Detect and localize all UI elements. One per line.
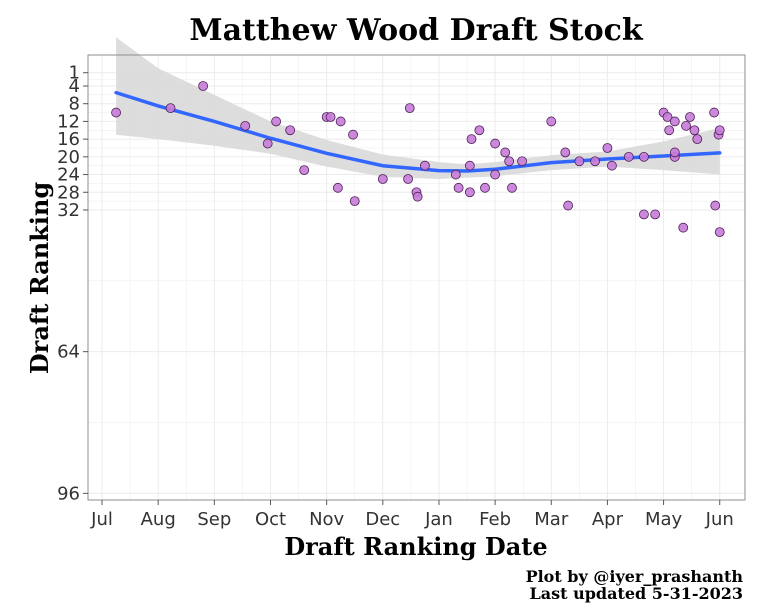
data-point [332, 182, 343, 193]
x-axis-title: Draft Ranking Date [284, 532, 547, 561]
plot-panel [87, 37, 746, 501]
data-point [464, 160, 475, 171]
data-point [560, 147, 571, 158]
y-tick-label: 12 [57, 111, 80, 132]
data-point [563, 200, 574, 211]
data-point [710, 200, 721, 211]
data-point [165, 103, 176, 114]
x-tick-label: Sep [197, 509, 231, 530]
data-point [689, 125, 700, 136]
data-point [623, 151, 634, 162]
data-point [285, 125, 296, 136]
data-point [669, 116, 680, 127]
data-point [325, 112, 336, 122]
data-point [466, 134, 477, 145]
data-point [678, 222, 689, 233]
y-tick-label: 28 [57, 182, 80, 203]
data-point [546, 116, 557, 127]
data-point [403, 174, 413, 184]
trend-line [114, 90, 722, 173]
data-point [504, 156, 515, 167]
y-tick-label: 20 [57, 147, 80, 168]
data-point [669, 147, 680, 158]
data-point [490, 138, 501, 149]
x-tick-label: May [645, 509, 683, 530]
data-point [271, 116, 282, 127]
data-point [664, 125, 675, 136]
x-tick-label: Jan [424, 509, 453, 530]
x-tick-label: Oct [255, 509, 286, 530]
data-point [480, 182, 490, 193]
data-point [650, 209, 661, 220]
x-tick-label: Mar [534, 509, 569, 530]
caption-updated: Last updated 5-31-2023 [530, 584, 744, 603]
y-tick-label: 8 [69, 94, 80, 115]
data-point [685, 112, 695, 122]
data-point [590, 156, 600, 167]
x-tick-label: Apr [592, 509, 624, 530]
x-tick-label: Nov [309, 509, 344, 530]
y-tick-label: 4 [69, 76, 80, 97]
data-point [692, 134, 703, 145]
data-point [490, 169, 501, 180]
y-tick-label: 32 [57, 200, 80, 221]
y-tick-label: 16 [57, 129, 80, 150]
panel-border [87, 54, 746, 501]
data-point [602, 143, 613, 153]
data-point [500, 147, 511, 158]
y-tick-label: 96 [57, 483, 80, 504]
data-point [412, 191, 423, 202]
data-point [240, 120, 251, 131]
data-point [198, 81, 209, 91]
data-point [111, 107, 121, 118]
x-tick-label: Jul [90, 509, 113, 530]
x-tick-label: Jun [705, 509, 734, 530]
data-point [714, 125, 725, 136]
y-tick-label: 1 [69, 63, 80, 84]
data-point [714, 227, 725, 238]
data-point [662, 112, 673, 122]
data-point [639, 151, 649, 162]
data-point [464, 187, 475, 198]
data-point [681, 120, 691, 131]
data-point [709, 107, 720, 118]
data-point [517, 156, 527, 167]
y-tick-label: 64 [57, 342, 80, 363]
x-tick-label: Dec [365, 509, 400, 530]
y-axis-title: Draft Ranking [25, 182, 54, 374]
data-point [404, 103, 415, 114]
data-point [299, 165, 310, 176]
data-point [377, 174, 388, 184]
data-point [335, 116, 346, 127]
x-tick-label: Feb [479, 509, 511, 530]
data-point [262, 138, 273, 149]
data-point [639, 209, 649, 220]
data-point [348, 129, 358, 140]
x-tick-label: Aug [141, 509, 176, 530]
y-tick-label: 24 [57, 165, 80, 186]
x-axis: Jul Aug Sep Oct Nov Dec Jan Feb Mar Apr May Jun [90, 500, 734, 530]
chart-title: Matthew Wood Draft Stock [189, 13, 643, 48]
data-point [349, 196, 360, 207]
data-point [507, 182, 517, 193]
data-point [574, 156, 585, 167]
data-points [111, 81, 725, 238]
data-point [450, 169, 461, 180]
data-point [474, 125, 485, 136]
data-point [420, 160, 430, 171]
caption-author: Plot by @iyer_prashanth [526, 567, 744, 586]
data-point [453, 182, 464, 193]
trend-line-group [114, 90, 722, 173]
data-point [607, 160, 617, 171]
